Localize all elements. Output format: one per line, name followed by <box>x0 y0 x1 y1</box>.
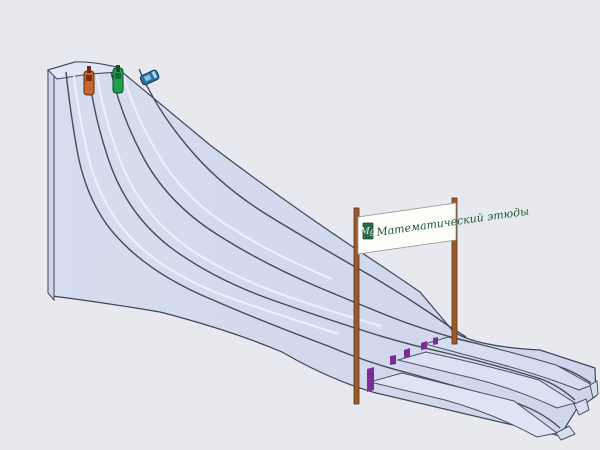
blue-sled <box>139 69 160 86</box>
finish-stripe-5 <box>433 337 438 345</box>
lane-divider-1 <box>88 74 576 401</box>
lane-highlight-b <box>96 75 382 327</box>
green-sled <box>112 65 124 94</box>
mathematical-etudes-logo <box>362 222 374 240</box>
finish-stripe-1 <box>367 367 374 392</box>
orange-sled <box>83 66 95 96</box>
banner-logo-text: Mg <box>360 227 376 237</box>
finish-banner <box>357 202 457 255</box>
finish-stripe-4 <box>421 341 427 350</box>
right-banner-pole <box>451 197 458 345</box>
lane-highlight-c <box>122 73 333 280</box>
finish-stripe-3 <box>404 348 410 358</box>
track-end-cap-3 <box>589 380 599 399</box>
finish-lane-2 <box>396 351 577 409</box>
track-end-cap-1 <box>555 425 576 441</box>
lane-highlight-a <box>73 75 340 335</box>
track-front-face <box>47 69 55 302</box>
lane-divider-3 <box>138 68 467 338</box>
left-banner-pole <box>353 207 360 405</box>
finish-stripe-2 <box>390 355 396 365</box>
track-end-cap-2 <box>573 398 590 416</box>
finish-lane-1 <box>368 372 559 438</box>
